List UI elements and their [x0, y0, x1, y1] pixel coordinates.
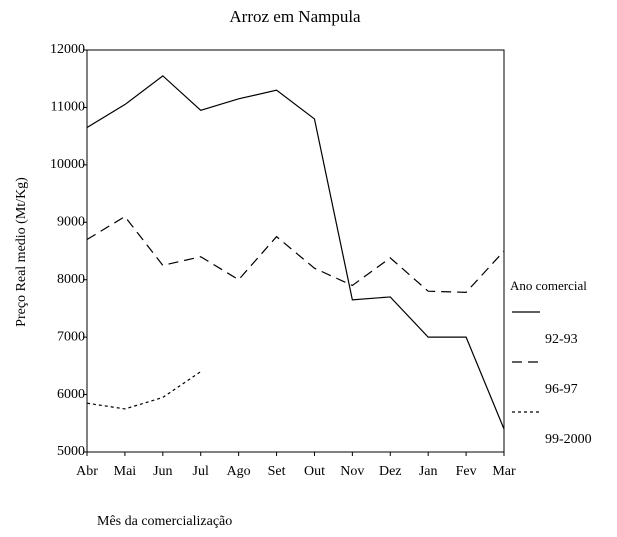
legend-label: 96-97 — [545, 382, 578, 397]
legend-label: 99-2000 — [545, 432, 592, 447]
x-tick-label: Out — [304, 464, 325, 479]
y-tick-label: 12000 — [50, 42, 85, 57]
x-tick-label: Mai — [114, 464, 137, 479]
x-tick-label: Mar — [492, 464, 516, 479]
x-tick-label: Dez — [379, 464, 402, 479]
series-line — [86, 215, 505, 293]
y-axis-label: Preço Real medio (Mt/Kg) — [14, 177, 29, 327]
y-tick-label: 11000 — [51, 100, 85, 115]
y-tick-label: 8000 — [57, 272, 85, 287]
x-tick-label: Jul — [193, 464, 209, 479]
series-line — [86, 371, 202, 410]
x-tick-label: Jan — [419, 464, 438, 479]
x-tick-label: Ago — [227, 464, 251, 479]
x-tick-label: Abr — [76, 464, 98, 479]
series-line — [86, 75, 505, 430]
x-tick-label: Jun — [153, 464, 172, 479]
x-tick-label: Nov — [340, 464, 364, 479]
y-tick-label: 5000 — [57, 444, 85, 459]
y-tick-label: 6000 — [57, 387, 85, 402]
y-tick-label: 10000 — [50, 157, 85, 172]
x-axis-label: Mês da comercialização — [97, 514, 232, 529]
legend-label: 92-93 — [545, 332, 578, 347]
chart-title: Arroz em Nampula — [229, 7, 361, 26]
x-tick-label: Set — [268, 464, 286, 479]
plot-frame — [86, 49, 505, 453]
legend-title: Ano comercial — [510, 278, 587, 293]
x-tick-label: Fev — [456, 464, 477, 479]
y-tick-label: 7000 — [57, 329, 85, 344]
y-tick-label: 9000 — [57, 215, 85, 230]
